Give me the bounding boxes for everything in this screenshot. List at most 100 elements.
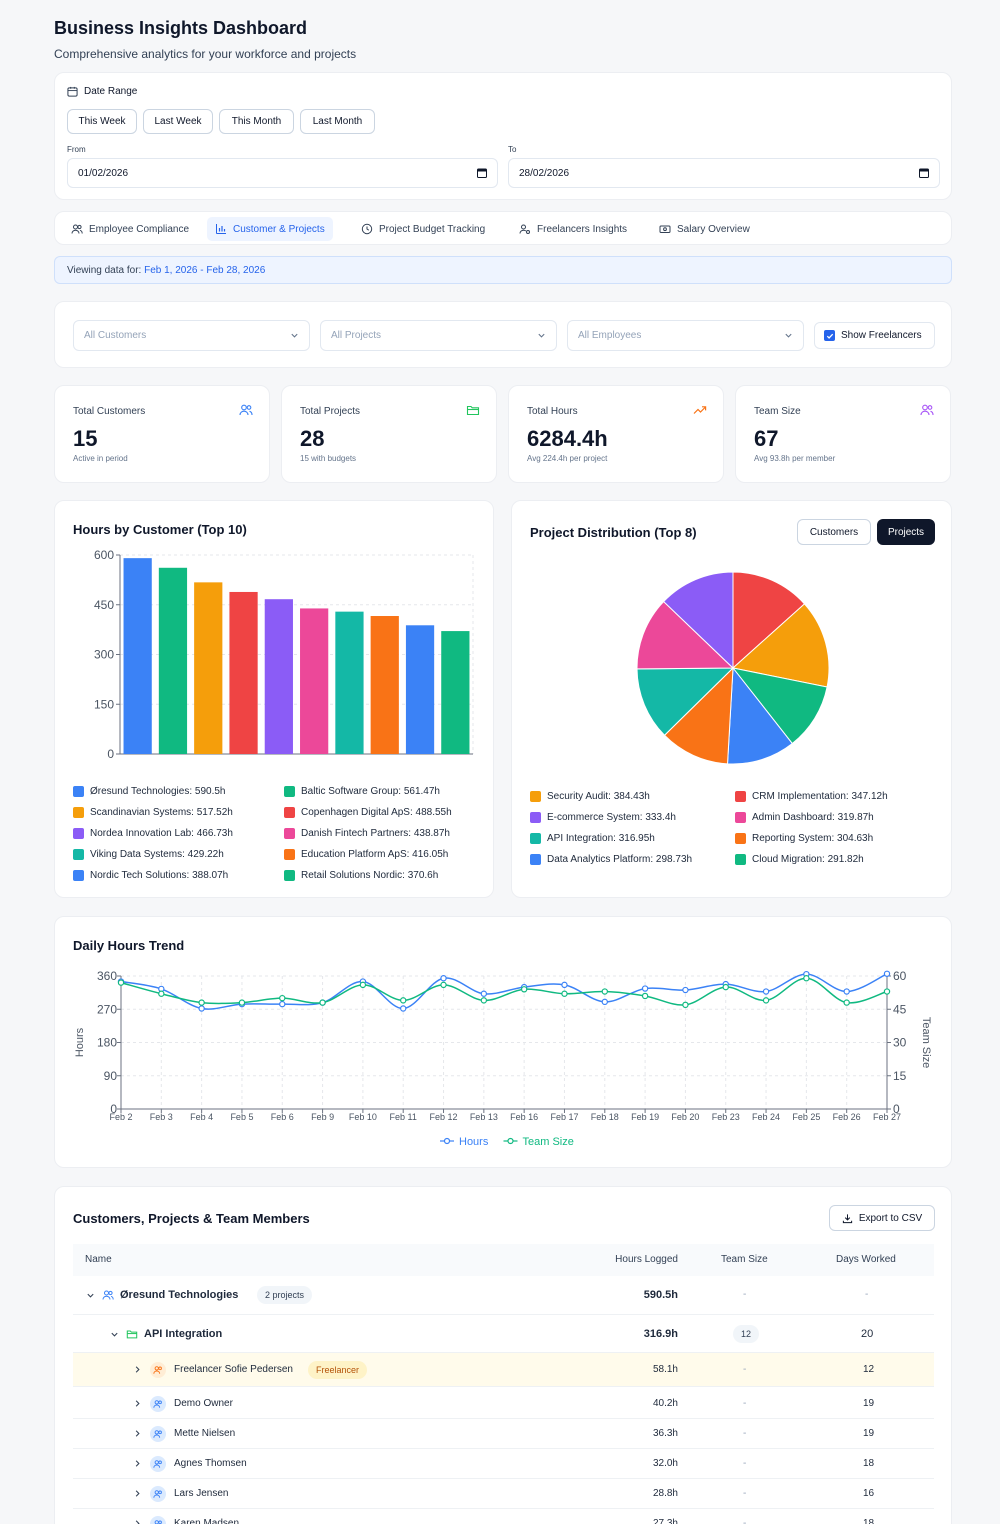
data-point[interactable] xyxy=(883,988,891,995)
preset-this-month-button[interactable]: This Month xyxy=(219,109,294,134)
chevron-right-icon[interactable] xyxy=(133,1489,142,1498)
customer-row[interactable]: Øresund Technologies 2 projects 590.5h -… xyxy=(73,1276,934,1315)
data-point[interactable] xyxy=(198,999,205,1006)
show-freelancers-toggle[interactable]: Show Freelancers xyxy=(814,322,935,349)
data-point[interactable] xyxy=(601,988,608,995)
legend-item: Scandinavian Systems: 517.52h xyxy=(73,807,233,818)
data-point[interactable] xyxy=(117,979,125,986)
customer-filter-select[interactable]: All Customers xyxy=(73,320,310,351)
data-point[interactable] xyxy=(722,983,729,991)
member-row[interactable]: Lars Jensen 28.8h - 16 xyxy=(73,1479,934,1509)
export-csv-button[interactable]: Export to CSV xyxy=(829,1205,935,1231)
tab-salary-overview[interactable]: Salary Overview xyxy=(651,217,758,241)
employee-filter-select[interactable]: All Employees xyxy=(567,320,804,351)
data-point[interactable] xyxy=(843,999,850,1006)
data-point[interactable] xyxy=(883,970,891,977)
data-point[interactable] xyxy=(682,986,689,994)
data-point[interactable] xyxy=(480,997,488,1004)
tab-freelancers-insights[interactable]: Freelancers Insights xyxy=(511,217,635,241)
legend-label: Data Analytics Platform: 298.73h xyxy=(547,854,693,865)
data-point[interactable] xyxy=(198,1005,205,1012)
data-point[interactable] xyxy=(601,998,608,1006)
data-point[interactable] xyxy=(561,990,568,997)
chevron-right-icon[interactable] xyxy=(133,1429,142,1438)
pie-slice[interactable]: Security Audit: 384.43 xyxy=(731,603,830,688)
preset-last-month-button[interactable]: Last Month xyxy=(300,109,375,134)
pie-slice[interactable]: E-commerce System: 333.4 xyxy=(662,571,734,670)
preset-last-week-button[interactable]: Last Week xyxy=(143,109,213,134)
chevron-right-icon[interactable] xyxy=(133,1459,142,1468)
legend-label: Retail Solutions Nordic: 370.6h xyxy=(301,870,439,881)
bar[interactable]: Baltic Software Group: 561.47 xyxy=(158,567,188,754)
data-point[interactable] xyxy=(400,997,407,1004)
x-tick-label: Feb 4 xyxy=(190,1112,213,1122)
calendar-picker-icon[interactable] xyxy=(477,168,487,178)
from-date-input[interactable]: 01/02/2026 xyxy=(67,158,498,188)
data-point[interactable] xyxy=(641,992,649,1000)
data-point[interactable] xyxy=(843,988,850,995)
data-point[interactable] xyxy=(682,1001,689,1009)
team-size: - xyxy=(743,1364,747,1375)
calendar-picker-icon[interactable] xyxy=(919,168,929,178)
customers-toggle-button[interactable]: Customers xyxy=(797,519,871,545)
chevron-right-icon[interactable] xyxy=(133,1365,142,1374)
hours-logged: 36.3h xyxy=(652,1428,678,1439)
member-row[interactable]: Demo Owner 40.2h - 19 xyxy=(73,1389,934,1419)
bar[interactable]: Danish Fintech Partners: 438.87 xyxy=(300,608,329,754)
data-point[interactable] xyxy=(561,981,568,989)
member-row[interactable]: Freelancer Sofie Pedersen Freelancer 58.1h… xyxy=(73,1353,934,1387)
bar[interactable]: Øresund Technologies: 590.5 xyxy=(123,558,152,754)
data-point[interactable] xyxy=(279,1000,286,1008)
projects-toggle-button[interactable]: Projects xyxy=(877,519,935,545)
to-date-input[interactable]: 28/02/2026 xyxy=(508,158,940,188)
show-freelancers-checkbox[interactable] xyxy=(824,330,835,341)
project-filter-select[interactable]: All Projects xyxy=(320,320,557,351)
bar[interactable]: Nordea Innovation Lab: 466.73 xyxy=(264,599,293,754)
bar[interactable]: Viking Data Systems: 429.22 xyxy=(335,611,364,754)
bar[interactable]: Nordic Tech Solutions: 388.07 xyxy=(405,625,435,754)
pie-slice[interactable]: Admin Dashboard: 319.87 xyxy=(636,600,735,670)
project-name: API Integration xyxy=(144,1328,223,1340)
data-point[interactable] xyxy=(279,994,286,1002)
days-worked: 18 xyxy=(863,1518,875,1524)
preset-this-week-button[interactable]: This Week xyxy=(67,109,137,134)
data-point[interactable] xyxy=(762,997,770,1004)
chevron-down-icon[interactable] xyxy=(86,1291,95,1300)
pie-slice[interactable]: API Integration: 316.95 xyxy=(636,667,735,736)
tab-customer-projects[interactable]: Customer & Projects xyxy=(207,217,333,241)
data-point[interactable] xyxy=(440,975,447,982)
pie-slice[interactable]: CRM Implementation: 347.12 xyxy=(732,571,806,670)
data-point[interactable] xyxy=(440,981,447,989)
project-filter-value: All Projects xyxy=(331,330,382,341)
pie-slice[interactable]: Cloud Migration: 291.82 xyxy=(731,667,828,745)
chevron-right-icon[interactable] xyxy=(133,1519,142,1524)
data-point[interactable] xyxy=(520,986,528,993)
tab-project-budget-tracking[interactable]: Project Budget Tracking xyxy=(353,217,493,241)
member-name: Freelancer Sofie Pedersen xyxy=(174,1364,293,1375)
data-point[interactable] xyxy=(158,990,165,997)
data-point[interactable] xyxy=(480,990,488,997)
data-point[interactable] xyxy=(400,1005,407,1012)
chevron-right-icon[interactable] xyxy=(133,1399,142,1408)
member-row[interactable]: Karen Madsen 27.3h - 18 xyxy=(73,1509,934,1524)
member-row[interactable]: Mette Nielsen 36.3h - 19 xyxy=(73,1419,934,1449)
bar[interactable]: Copenhagen Digital ApS: 488.55 xyxy=(229,591,258,754)
pie-slice[interactable]: Reporting System: 304.63 xyxy=(663,666,734,765)
data-point[interactable] xyxy=(319,999,326,1006)
project-row[interactable]: API Integration 316.9h 12 20 xyxy=(73,1315,934,1353)
data-point[interactable] xyxy=(762,988,770,995)
to-label: To xyxy=(508,145,517,154)
bar[interactable]: Scandinavian Systems: 517.52 xyxy=(194,582,223,754)
pie-slice[interactable]: Data Analytics Platform: 298.73 xyxy=(726,666,793,765)
data-point[interactable] xyxy=(238,999,246,1006)
legend-item: Retail Solutions Nordic: 370.6h xyxy=(284,870,438,881)
member-row[interactable]: Agnes Thomsen 32.0h - 18 xyxy=(73,1449,934,1479)
data-point[interactable] xyxy=(803,975,810,982)
tab-employee-compliance[interactable]: Employee Compliance xyxy=(63,217,197,241)
data-point[interactable] xyxy=(359,981,367,989)
bar[interactable]: Retail Solutions Nordic: 370.6 xyxy=(441,631,470,754)
bar[interactable]: Education Platform ApS: 416.05 xyxy=(370,616,399,754)
users-icon xyxy=(71,224,83,234)
chevron-down-icon[interactable] xyxy=(110,1330,119,1339)
data-point[interactable] xyxy=(641,985,649,992)
